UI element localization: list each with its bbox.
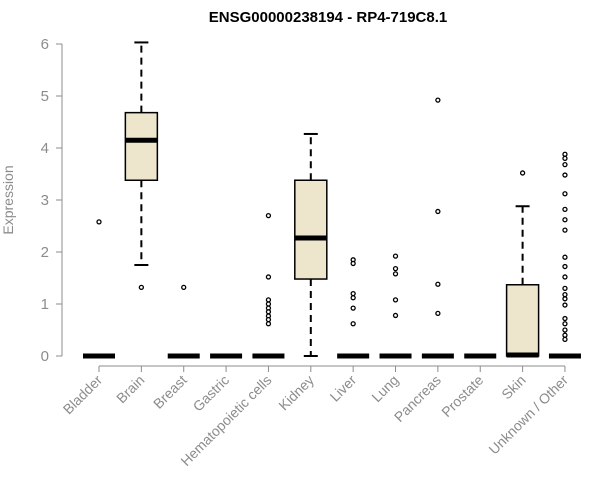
box-body: [505, 284, 540, 357]
outlier-point: [350, 290, 356, 297]
y-tick-label-3: 3: [41, 192, 49, 209]
outlier-point: [562, 296, 568, 302]
box-series: [83, 41, 581, 359]
x-tick-label: Kidney: [275, 372, 317, 414]
y-tick-label-6: 6: [41, 36, 49, 53]
outlier-point: [562, 336, 568, 343]
outlier-point: [392, 253, 399, 259]
box-body: [124, 111, 159, 181]
outlier-point: [562, 254, 568, 260]
box-unknown-other: [548, 151, 581, 359]
outlier-point: [435, 97, 441, 103]
outlier-point: [562, 327, 568, 333]
box-lung: [379, 253, 412, 359]
outlier-point: [392, 265, 399, 272]
outlier-point: [265, 274, 272, 280]
x-tick-label: Pancreas: [391, 372, 444, 425]
outlier-point: [562, 217, 568, 223]
y-tick-label-1: 1: [41, 296, 49, 313]
outlier-point: [265, 301, 272, 307]
outlier-point: [350, 260, 356, 267]
box-liver: [337, 257, 370, 359]
outlier-point: [562, 227, 568, 233]
outlier-point: [562, 161, 568, 168]
outlier-point: [562, 206, 568, 213]
box-body: [294, 179, 328, 280]
outlier-point: [181, 284, 187, 291]
outlier-point: [562, 321, 568, 327]
box-skin: [505, 170, 540, 358]
outlier-point: [435, 281, 441, 287]
outlier-point: [265, 316, 272, 323]
outlier-point: [562, 274, 568, 280]
box-brain: [124, 41, 159, 291]
box-bladder: [83, 219, 115, 359]
box-kidney: [294, 132, 328, 357]
outlier-point: [562, 263, 568, 270]
x-tick-label: Lung: [368, 372, 401, 405]
outlier-point: [265, 297, 272, 303]
outlier-point: [435, 208, 441, 215]
x-tick-label: Skin: [498, 372, 529, 403]
outlier-point: [562, 332, 568, 338]
outlier-point: [562, 285, 568, 292]
x-tick-label: Prostate: [438, 372, 486, 420]
outlier-point: [562, 291, 568, 298]
outlier-point: [392, 271, 399, 277]
outlier-point: [392, 297, 399, 303]
chart-title: ENSG00000238194 - RP4-719C8.1: [209, 9, 448, 26]
outlier-point: [435, 310, 441, 317]
x-tick-label: Liver: [327, 372, 360, 405]
x-tick-label: Bladder: [60, 372, 106, 418]
x-tick-label: Brain: [113, 372, 147, 406]
y-tick-label-0: 0: [41, 348, 49, 365]
outlier-point: [562, 191, 568, 197]
box-hematopoietic-cells: [252, 212, 285, 359]
outlier-point: [265, 309, 272, 315]
box-breast: [167, 284, 200, 359]
box-pancreas: [421, 97, 454, 359]
outlier-point: [96, 219, 102, 225]
outlier-point: [350, 305, 356, 311]
y-tick-label-4: 4: [41, 140, 49, 157]
axes: 0 1 2 3 4 5 6: [41, 36, 566, 372]
outlier-point: [265, 321, 272, 327]
outlier-point: [562, 172, 568, 178]
outlier-point: [392, 312, 399, 319]
outlier-point: [350, 295, 356, 301]
y-tick-label-5: 5: [41, 88, 49, 105]
outlier-point: [562, 302, 568, 308]
y-tick-label-2: 2: [41, 244, 49, 261]
x-tick-label: Breast: [150, 372, 190, 412]
outlier-point: [519, 170, 526, 176]
outlier-point: [562, 151, 568, 157]
outlier-point: [350, 321, 356, 327]
outlier-point: [562, 315, 568, 322]
x-tick-label: Unknown / Other: [485, 372, 571, 458]
outlier-point: [265, 212, 272, 219]
y-axis-label: Expression: [0, 165, 16, 234]
outlier-point: [562, 155, 568, 162]
outlier-point: [138, 284, 145, 291]
